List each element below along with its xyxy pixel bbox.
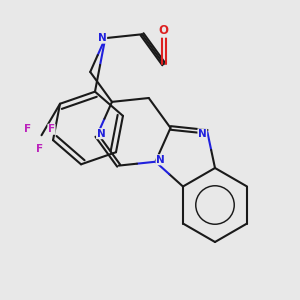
Text: N: N xyxy=(98,33,106,43)
Text: F: F xyxy=(36,144,43,154)
Text: F: F xyxy=(48,124,55,134)
Text: N: N xyxy=(198,129,207,139)
Text: F: F xyxy=(24,124,31,134)
Text: N: N xyxy=(97,129,105,139)
Text: N: N xyxy=(156,155,165,165)
Text: O: O xyxy=(159,24,169,37)
